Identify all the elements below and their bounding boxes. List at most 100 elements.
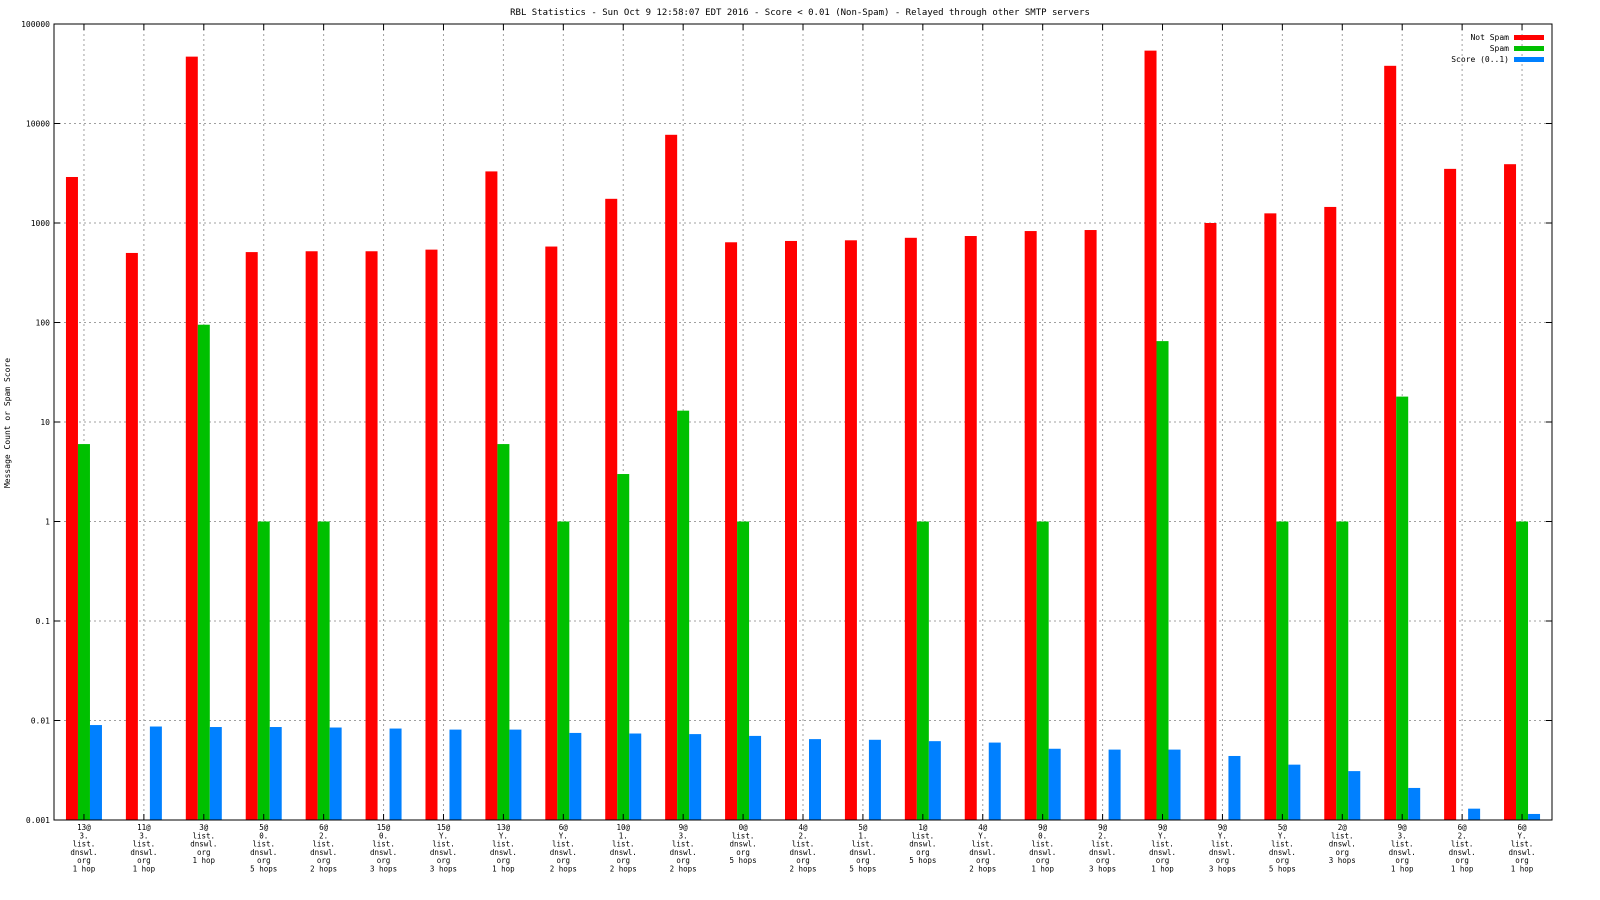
x-tick-label: list. xyxy=(1451,840,1474,849)
bar-not-spam xyxy=(365,251,378,820)
legend-label: Score (0..1) xyxy=(1451,55,1509,64)
x-tick-label: dnswl. xyxy=(1029,848,1056,857)
bar-not-spam xyxy=(1504,164,1517,820)
x-tick-label: 10@ xyxy=(616,823,630,832)
x-tick-label: 1 hop xyxy=(1511,865,1534,874)
x-tick-label: Y. xyxy=(978,831,987,840)
x-tick-label: dnswl. xyxy=(70,848,97,857)
bar-spam xyxy=(497,444,510,820)
bar-spam xyxy=(1156,341,1169,820)
x-tick-label: 2 hops xyxy=(969,865,996,874)
x-tick-label: org xyxy=(77,856,91,865)
x-tick-label: org xyxy=(1036,856,1050,865)
x-tick-label: 2@ xyxy=(1338,823,1348,832)
x-tick-label: dnswl. xyxy=(789,848,816,857)
x-tick-label: 9@ xyxy=(1098,823,1108,832)
bar-spam xyxy=(1516,521,1529,820)
x-tick-label: org xyxy=(736,848,750,857)
x-tick-label: list. xyxy=(1511,840,1534,849)
bar-not-spam xyxy=(65,176,78,820)
bar-score-0-1 xyxy=(89,725,102,820)
x-tick-label: 1 hop xyxy=(1151,865,1174,874)
x-tick-label: org xyxy=(377,856,391,865)
plot-frame xyxy=(53,23,1553,821)
x-tick-label: org xyxy=(1276,856,1290,865)
x-tick-label: 0. xyxy=(379,831,388,840)
legend-swatch xyxy=(1514,35,1544,40)
y-axis-ticks: 100000 10000 1000 100 10 1 0.1 0.01 0.001 xyxy=(21,20,1552,825)
bar-score-0-1 xyxy=(809,739,821,820)
y-tick-label: 0.001 xyxy=(26,816,50,825)
x-tick-label: 1 hop xyxy=(73,865,96,874)
bar-not-spam xyxy=(125,252,138,820)
x-tick-label: 5@ xyxy=(1278,823,1288,832)
x-tick-label: 15@ xyxy=(377,823,391,832)
legend-label: Not Spam xyxy=(1470,33,1509,42)
x-tick-label: Y. xyxy=(559,831,568,840)
x-tick-label: org xyxy=(1455,856,1469,865)
x-tick-label: 15@ xyxy=(437,823,451,832)
bar-score-0-1 xyxy=(269,727,282,820)
x-tick-label: 2 hops xyxy=(310,865,337,874)
x-tick-label: Y. xyxy=(1518,831,1527,840)
y-tick-label: 10 xyxy=(40,418,50,427)
bar-not-spam xyxy=(245,252,258,820)
x-tick-label: Y. xyxy=(1158,831,1167,840)
bar-not-spam xyxy=(904,237,917,820)
x-tick-label: 3. xyxy=(1398,831,1407,840)
bar-score-0-1 xyxy=(988,742,1001,820)
bar-not-spam xyxy=(844,240,857,821)
x-tick-label: 9@ xyxy=(1158,823,1168,832)
x-tick-label: list. xyxy=(492,840,515,849)
bar-score-0-1 xyxy=(329,727,342,820)
bar-score-0-1 xyxy=(689,734,702,820)
bar-spam xyxy=(557,521,570,820)
bar-spam xyxy=(617,474,630,820)
x-tick-label: 1 hop xyxy=(1031,865,1054,874)
bar-score-0-1 xyxy=(509,729,522,820)
x-tick-label: 3 hops xyxy=(370,865,397,874)
bar-not-spam xyxy=(725,242,738,820)
x-tick-label: 2 hops xyxy=(670,865,697,874)
x-tick-label: dnswl. xyxy=(1449,848,1476,857)
bar-not-spam xyxy=(545,246,558,820)
x-tick-label: dnswl. xyxy=(1389,848,1416,857)
bar-spam xyxy=(1276,521,1289,820)
x-tick-label: 0. xyxy=(1038,831,1047,840)
x-tick-label: 13@ xyxy=(77,823,91,832)
x-tick-label: list. xyxy=(552,840,575,849)
x-tick-label: org xyxy=(1216,856,1230,865)
x-tick-label: 5@ xyxy=(259,823,269,832)
x-tick-label: list. xyxy=(912,831,935,840)
x-tick-label: list. xyxy=(1211,840,1234,849)
x-tick-label: list. xyxy=(672,840,695,849)
y-tick-label: 10000 xyxy=(26,120,50,129)
x-tick-label: list. xyxy=(252,840,275,849)
x-tick-label: 5 hops xyxy=(849,865,876,874)
x-tick-label: 1 hop xyxy=(1391,865,1414,874)
bar-not-spam xyxy=(1324,206,1337,821)
y-tick-label: 100 xyxy=(36,319,51,328)
x-tick-label: Y. xyxy=(1278,831,1287,840)
x-tick-label: list. xyxy=(1331,831,1354,840)
bar-not-spam xyxy=(1204,223,1217,820)
x-tick-label: 2 hops xyxy=(610,865,637,874)
x-tick-label: 9@ xyxy=(1398,823,1408,832)
x-tick-label: dnswl. xyxy=(1269,848,1296,857)
bar-score-0-1 xyxy=(1408,787,1421,820)
bars xyxy=(65,50,1541,821)
x-tick-label: dnswl. xyxy=(670,848,697,857)
x-tick-label: dnswl. xyxy=(430,848,457,857)
x-tick-label: org xyxy=(796,856,810,865)
bar-not-spam xyxy=(964,236,977,820)
x-tick-label: list. xyxy=(1151,840,1174,849)
bar-spam xyxy=(317,521,330,820)
x-tick-label: org xyxy=(1156,856,1170,865)
y-tick-label: 1000 xyxy=(31,219,50,228)
y-tick-label: 1 xyxy=(45,518,50,527)
x-tick-label: 13@ xyxy=(497,823,511,832)
x-tick-label: 5 hops xyxy=(909,856,936,865)
x-tick-label: org xyxy=(616,856,630,865)
x-tick-label: dnswl. xyxy=(1209,848,1236,857)
x-tick-label: list. xyxy=(193,831,216,840)
